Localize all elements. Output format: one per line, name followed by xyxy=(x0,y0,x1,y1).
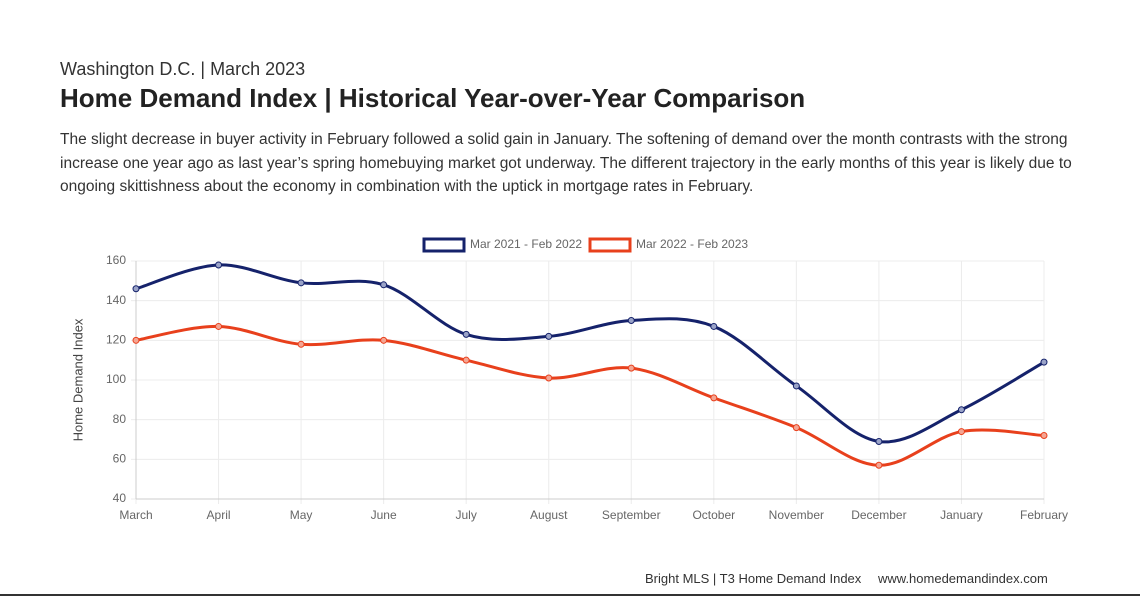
point xyxy=(380,281,388,289)
point xyxy=(627,364,635,372)
source: Bright MLS | T3 Home Demand Index xyxy=(645,571,862,586)
point xyxy=(462,330,470,338)
point xyxy=(792,424,800,432)
y-tick-label: 80 xyxy=(113,412,127,426)
point xyxy=(297,279,305,287)
point xyxy=(957,406,965,414)
x-tick-label: November xyxy=(769,508,824,522)
series-line xyxy=(135,263,1045,444)
point xyxy=(710,394,718,402)
y-tick-label: 40 xyxy=(113,491,127,505)
y-tick-label: 140 xyxy=(106,293,126,307)
x-tick-label: October xyxy=(692,508,735,522)
url: www.homedemandindex.com xyxy=(878,571,1048,586)
point xyxy=(1040,432,1048,440)
x-tick-label: March xyxy=(119,508,152,522)
point xyxy=(462,356,470,364)
y-tick-label: 100 xyxy=(106,372,126,386)
y-tick-label: 160 xyxy=(106,253,126,267)
point xyxy=(792,382,800,390)
x-tick-label: April xyxy=(207,508,231,522)
x-tick-label: July xyxy=(456,508,477,522)
point xyxy=(545,332,553,340)
point xyxy=(627,317,635,324)
point xyxy=(545,374,553,382)
point xyxy=(132,336,140,344)
legend-swatch xyxy=(422,237,466,253)
subtitle: Washington D.C. | March 2023 xyxy=(60,59,306,79)
x-tick-label: August xyxy=(530,508,568,522)
x-tick-label: May xyxy=(290,508,313,522)
series-line xyxy=(135,324,1045,467)
chart: 40 60 80 100 120 140 160 March April May June July A… xyxy=(70,237,1068,522)
legend-label: Mar 2021 - Feb 2022 xyxy=(470,237,582,251)
x-tick-label: June xyxy=(371,508,397,522)
point xyxy=(132,285,140,293)
title: Home Demand Index | Historical Year-over… xyxy=(60,83,806,113)
x-tick-label: September xyxy=(602,508,661,522)
point xyxy=(710,322,718,330)
legend-swatch xyxy=(588,237,632,253)
point xyxy=(215,322,223,330)
point xyxy=(1040,358,1048,366)
point xyxy=(380,336,388,344)
point xyxy=(215,261,223,269)
y-axis-label: Home Demand Index xyxy=(70,318,85,441)
description: The slight decrease in buyer activity in… xyxy=(60,131,1072,195)
point xyxy=(875,437,883,445)
point xyxy=(957,428,965,436)
y-tick-label: 60 xyxy=(113,452,127,466)
legend-label: Mar 2022 - Feb 2023 xyxy=(636,237,748,251)
x-tick-label: February xyxy=(1020,508,1068,522)
x-tick-label: January xyxy=(940,508,983,522)
point xyxy=(875,461,883,469)
x-tick-label: December xyxy=(851,508,906,522)
y-tick-label: 120 xyxy=(106,333,126,347)
point xyxy=(297,340,305,348)
